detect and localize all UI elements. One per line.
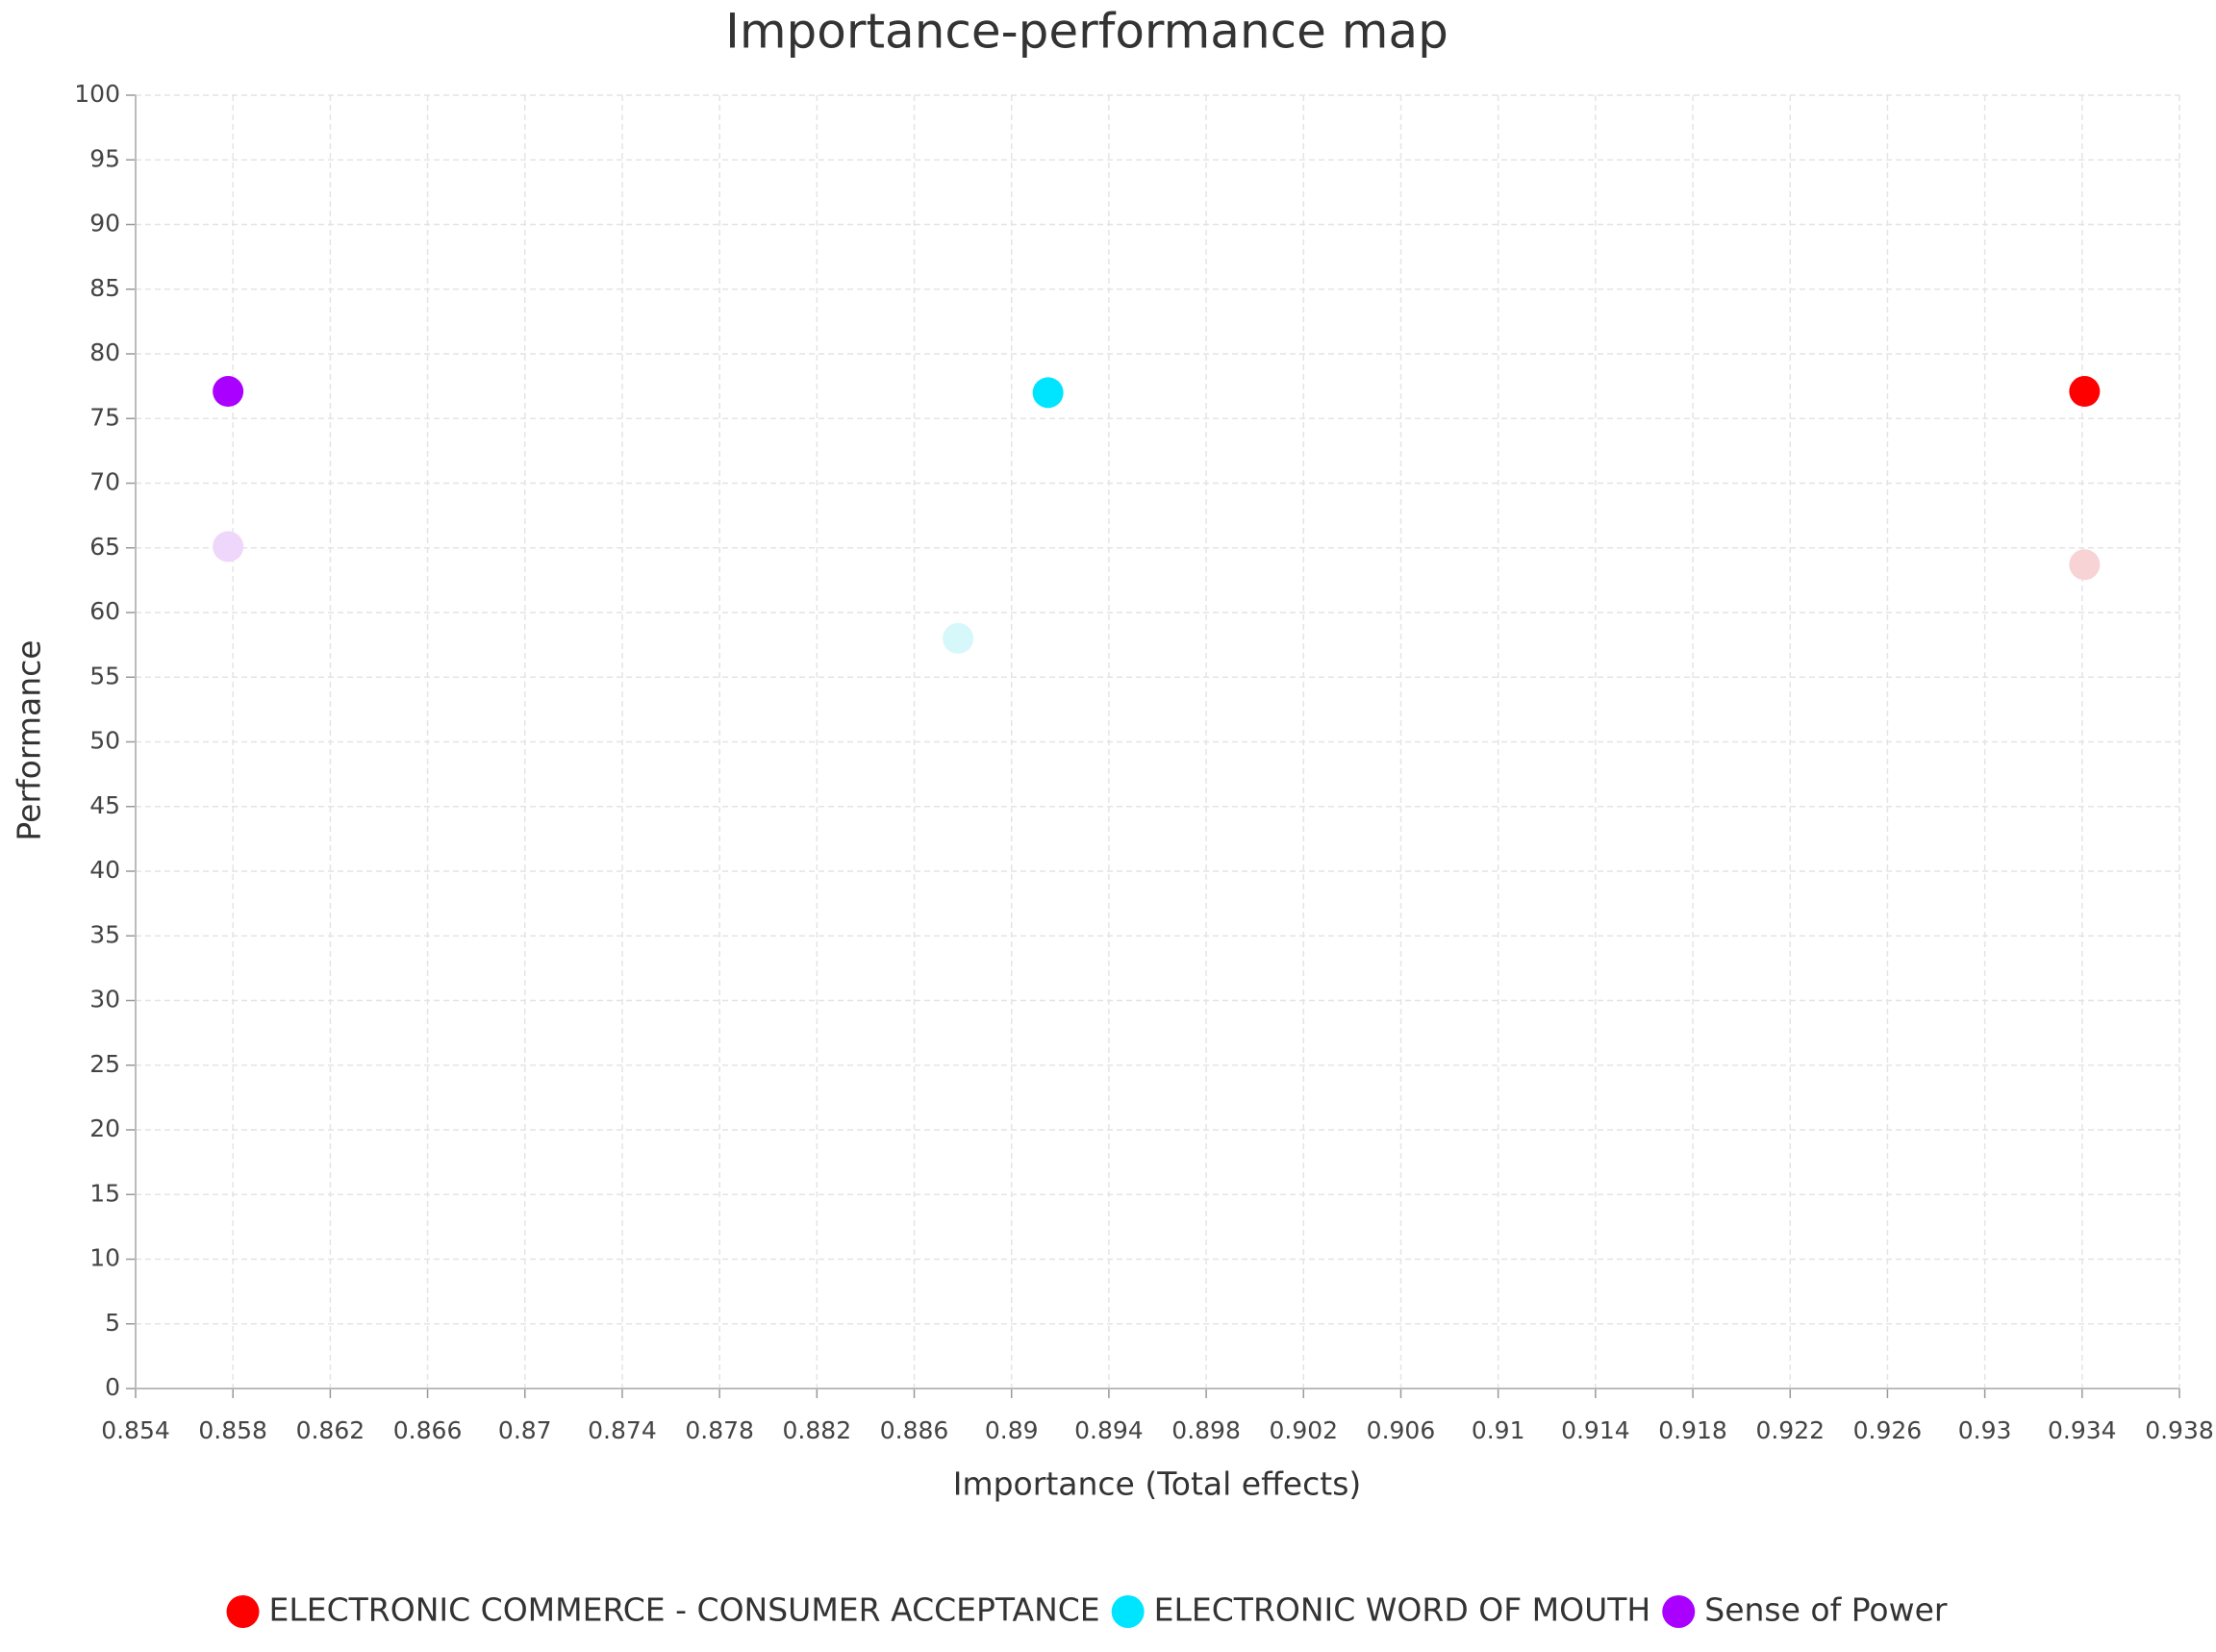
x-tick-label: 0.902 <box>1269 1416 1338 1444</box>
x-tick-label: 0.934 <box>2048 1416 2117 1444</box>
y-tick-label: 30 <box>89 986 120 1014</box>
y-tick-label: 40 <box>89 856 120 884</box>
y-tick-label: 50 <box>89 727 120 755</box>
y-tick-label: 10 <box>89 1244 120 1272</box>
x-tick-label: 0.938 <box>2145 1416 2214 1444</box>
point <box>943 622 974 654</box>
x-tick-label: 0.886 <box>880 1416 949 1444</box>
x-tick-label: 0.882 <box>783 1416 852 1444</box>
point <box>1032 377 1064 409</box>
x-tick-label: 0.93 <box>1958 1416 2012 1444</box>
chart-title: Importance-performance map <box>725 4 1448 60</box>
legend-label: ELECTRONIC COMMERCE - CONSUMER ACCEPTANC… <box>269 1591 1100 1629</box>
y-tick-label: 60 <box>89 597 120 625</box>
x-tick-label: 0.87 <box>498 1416 552 1444</box>
y-tick-label: 70 <box>89 468 120 496</box>
x-tick-label: 0.878 <box>685 1416 754 1444</box>
y-tick-label: 55 <box>89 662 120 689</box>
x-tick-label: 0.858 <box>198 1416 267 1444</box>
x-tick-label: 0.874 <box>588 1416 657 1444</box>
legend-marker <box>226 1595 260 1628</box>
y-tick-label: 5 <box>105 1309 120 1337</box>
y-tick-label: 45 <box>89 791 120 819</box>
point <box>2069 549 2101 581</box>
y-tick-label: 100 <box>74 80 120 108</box>
x-tick-label: 0.894 <box>1074 1416 1144 1444</box>
y-tick-label: 15 <box>89 1179 120 1207</box>
y-tick-label: 90 <box>89 210 120 238</box>
x-tick-label: 0.89 <box>985 1416 1039 1444</box>
point <box>213 531 244 563</box>
y-tick-label: 85 <box>89 274 120 302</box>
y-tick-label: 25 <box>89 1050 120 1078</box>
x-tick-label: 0.918 <box>1658 1416 1727 1444</box>
y-tick-label: 95 <box>89 144 120 172</box>
x-tick-label: 0.91 <box>1472 1416 1525 1444</box>
y-axis-label: Performance <box>11 639 48 840</box>
y-tick-label: 80 <box>89 338 120 366</box>
legend-marker <box>1111 1595 1145 1628</box>
x-tick-label: 0.922 <box>1755 1416 1825 1444</box>
x-tick-label: 0.906 <box>1367 1416 1436 1444</box>
y-tick-label: 75 <box>89 403 120 431</box>
legend-label: ELECTRONIC WORD OF MOUTH <box>1154 1591 1651 1629</box>
y-tick-label: 20 <box>89 1114 120 1142</box>
x-tick-label: 0.866 <box>393 1416 463 1444</box>
x-tick-label: 0.854 <box>101 1416 170 1444</box>
legend-label: Sense of Power <box>1704 1591 1948 1629</box>
y-tick-label: 65 <box>89 533 120 561</box>
x-tick-label: 0.914 <box>1561 1416 1630 1444</box>
x-axis-label: Importance (Total effects) <box>953 1465 1362 1503</box>
x-tick-label: 0.898 <box>1171 1416 1241 1444</box>
legend-marker <box>1662 1595 1696 1628</box>
y-tick-label: 35 <box>89 920 120 948</box>
x-tick-label: 0.926 <box>1853 1416 1923 1444</box>
y-tick-label: 0 <box>105 1373 120 1401</box>
x-tick-label: 0.862 <box>296 1416 365 1444</box>
point <box>213 376 244 408</box>
point <box>2069 376 2101 408</box>
